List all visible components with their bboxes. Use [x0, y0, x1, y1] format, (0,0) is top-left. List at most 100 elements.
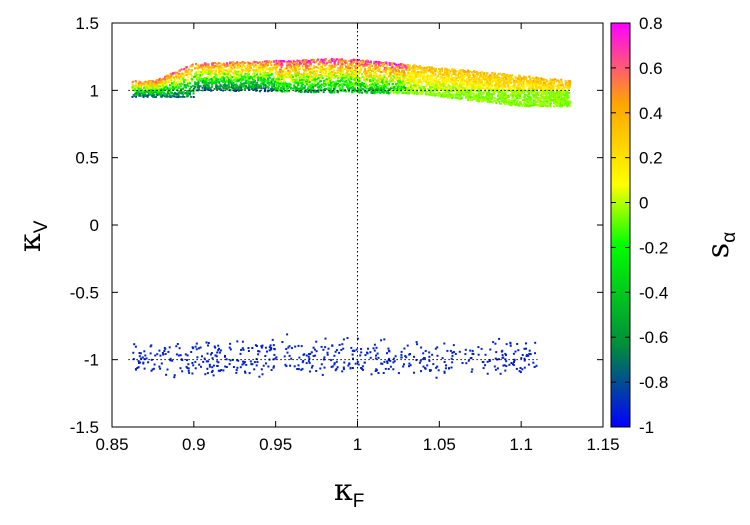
data-point: [383, 68, 386, 71]
data-point: [189, 73, 192, 76]
data-point: [255, 89, 257, 92]
data-point: [532, 82, 534, 85]
data-point: [195, 63, 197, 65]
data-point: [556, 96, 559, 99]
data-point: [474, 74, 477, 77]
data-point: [337, 89, 340, 92]
data-point: [222, 81, 225, 84]
data-point: [346, 68, 349, 71]
data-point: [338, 59, 340, 62]
data-point: [498, 100, 501, 103]
data-point: [236, 61, 239, 64]
data-point: [498, 97, 501, 100]
data-point: [196, 86, 199, 89]
data-point: [260, 87, 263, 90]
data-point: [489, 74, 492, 77]
data-point: [176, 80, 179, 83]
data-point: [384, 61, 387, 64]
data-point: [276, 71, 279, 74]
data-point: [474, 89, 477, 92]
data-point: [165, 93, 168, 96]
data-point: [325, 62, 328, 65]
data-point: [213, 65, 216, 68]
data-point: [146, 96, 149, 98]
data-point: [537, 94, 540, 96]
data-point: [499, 80, 502, 83]
data-point: [185, 74, 188, 77]
data-point: [511, 85, 514, 88]
data-point: [348, 72, 351, 75]
data-point: [251, 76, 253, 79]
data-point: [340, 62, 343, 65]
data-point: [444, 67, 447, 70]
data-point: [347, 60, 350, 62]
data-point: [428, 78, 431, 81]
data-point: [364, 62, 367, 65]
data-point: [297, 71, 300, 74]
data-point: [466, 69, 469, 72]
data-point: [183, 79, 186, 81]
data-point: [248, 77, 251, 80]
data-point: [353, 69, 356, 72]
data-point: [367, 70, 370, 72]
data-point: [199, 85, 202, 88]
data-point: [545, 91, 548, 94]
data-point: [418, 92, 421, 94]
data-point: [332, 58, 335, 61]
data-point: [503, 76, 506, 78]
data-point: [174, 71, 177, 74]
data-point: [512, 83, 515, 86]
data-point: [249, 75, 252, 78]
data-point: [466, 88, 469, 91]
data-point: [511, 97, 514, 100]
data-point: [420, 66, 423, 69]
data-point: [412, 65, 415, 67]
data-point: [296, 80, 299, 83]
data-point: [482, 84, 485, 87]
data-point: [480, 98, 483, 101]
data-point: [342, 89, 345, 92]
data-point: [541, 93, 544, 95]
data-point: [328, 70, 331, 73]
data-point: [358, 89, 361, 92]
data-point: [345, 62, 348, 64]
data-point: [306, 83, 308, 86]
data-point: [195, 83, 198, 86]
data-point: [522, 96, 525, 99]
data-point: [459, 78, 462, 81]
data-point: [224, 69, 227, 72]
data-point: [336, 71, 339, 74]
data-point: [416, 68, 419, 71]
data-point: [509, 74, 512, 77]
data-point: [506, 96, 509, 99]
data-point: [256, 87, 259, 89]
data-point: [374, 76, 377, 79]
data-point: [228, 72, 231, 75]
data-point: [167, 92, 170, 95]
data-point: [407, 81, 410, 84]
data-point: [191, 79, 193, 82]
data-point: [564, 82, 567, 85]
data-point: [567, 80, 570, 83]
data-point: [324, 78, 327, 81]
data-point: [409, 81, 412, 84]
data-point: [511, 92, 514, 95]
data-point: [353, 82, 356, 85]
data-point: [426, 93, 429, 96]
data-point: [425, 70, 428, 73]
data-point: [357, 72, 360, 75]
data-point: [519, 93, 521, 96]
data-point: [480, 100, 483, 103]
data-point: [403, 81, 406, 84]
data-point: [402, 85, 405, 88]
data-point: [281, 75, 284, 78]
data-point: [440, 74, 443, 77]
data-point: [388, 66, 391, 69]
data-point: [353, 74, 356, 77]
data-point: [331, 75, 334, 78]
data-point: [277, 86, 280, 89]
data-point: [325, 87, 328, 90]
data-point: [305, 88, 308, 91]
data-point: [364, 67, 367, 70]
data-point: [303, 86, 306, 89]
